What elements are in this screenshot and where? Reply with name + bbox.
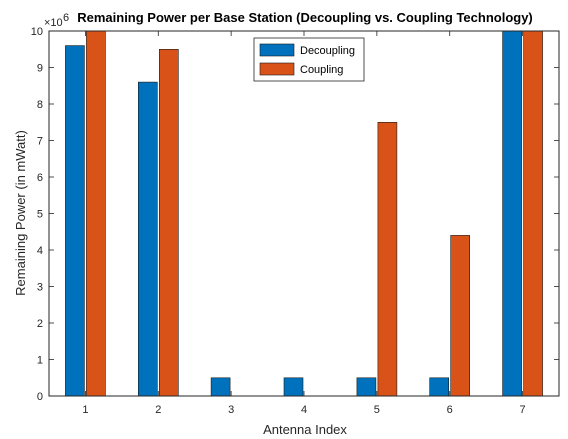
y-exponent-power: 6 bbox=[63, 12, 69, 24]
bar-coupling-1 bbox=[86, 30, 106, 397]
y-exponent-base: ×10 bbox=[44, 17, 63, 29]
x-axis-label: Antenna Index bbox=[263, 422, 347, 437]
y-axis-label: Remaining Power (in mWatt) bbox=[13, 130, 28, 296]
bar-decoupling-5 bbox=[356, 377, 377, 397]
y-tick-label: 0 bbox=[37, 391, 43, 403]
legend-label-coupling: Coupling bbox=[300, 64, 343, 76]
legend: Decoupling Coupling bbox=[253, 37, 365, 82]
y-tick-label: 2 bbox=[37, 318, 43, 330]
y-tick-label: 9 bbox=[37, 63, 43, 75]
bar-coupling-2 bbox=[159, 48, 179, 397]
y-tick-label: 10 bbox=[31, 26, 43, 38]
bar-decoupling-4 bbox=[283, 377, 304, 397]
x-tick-label: 4 bbox=[301, 404, 307, 416]
y-tick-label: 8 bbox=[37, 99, 43, 111]
x-tick-label: 2 bbox=[155, 404, 161, 416]
bar-series-group bbox=[65, 30, 543, 397]
y-tick-label: 6 bbox=[37, 172, 43, 184]
y-tick-label: 1 bbox=[37, 355, 43, 367]
bar-decoupling-1 bbox=[65, 45, 85, 397]
y-tick-label: 4 bbox=[37, 245, 43, 257]
legend-label-decoupling: Decoupling bbox=[300, 45, 355, 57]
x-tick-label: 1 bbox=[82, 404, 88, 416]
x-tick-label: 3 bbox=[228, 404, 234, 416]
legend-swatch-coupling bbox=[259, 62, 295, 76]
bar-decoupling-3 bbox=[210, 377, 231, 397]
y-tick-label: 7 bbox=[37, 136, 43, 148]
legend-swatch-decoupling bbox=[259, 43, 295, 57]
plot-area-frame bbox=[48, 30, 560, 397]
y-axis-exponent: ×10 6 bbox=[44, 12, 69, 29]
bar-decoupling-6 bbox=[429, 377, 450, 397]
x-tick-label: 7 bbox=[520, 404, 526, 416]
bar-coupling-5 bbox=[377, 122, 398, 397]
bar-decoupling-7 bbox=[502, 30, 522, 397]
x-tick-label: 5 bbox=[374, 404, 380, 416]
chart-title: Remaining Power per Base Station (Decoup… bbox=[77, 10, 533, 25]
y-tick-label: 5 bbox=[37, 209, 43, 221]
x-tick-label: 6 bbox=[447, 404, 453, 416]
bar-coupling-6 bbox=[450, 235, 471, 397]
y-tick-label: 3 bbox=[37, 282, 43, 294]
axis-ticks-group: 1 2 3 4 5 6 7 0 1 2 3 4 5 6 7 8 9 10 bbox=[31, 26, 559, 416]
bar-coupling-7 bbox=[523, 30, 543, 397]
bar-decoupling-2 bbox=[138, 81, 158, 397]
